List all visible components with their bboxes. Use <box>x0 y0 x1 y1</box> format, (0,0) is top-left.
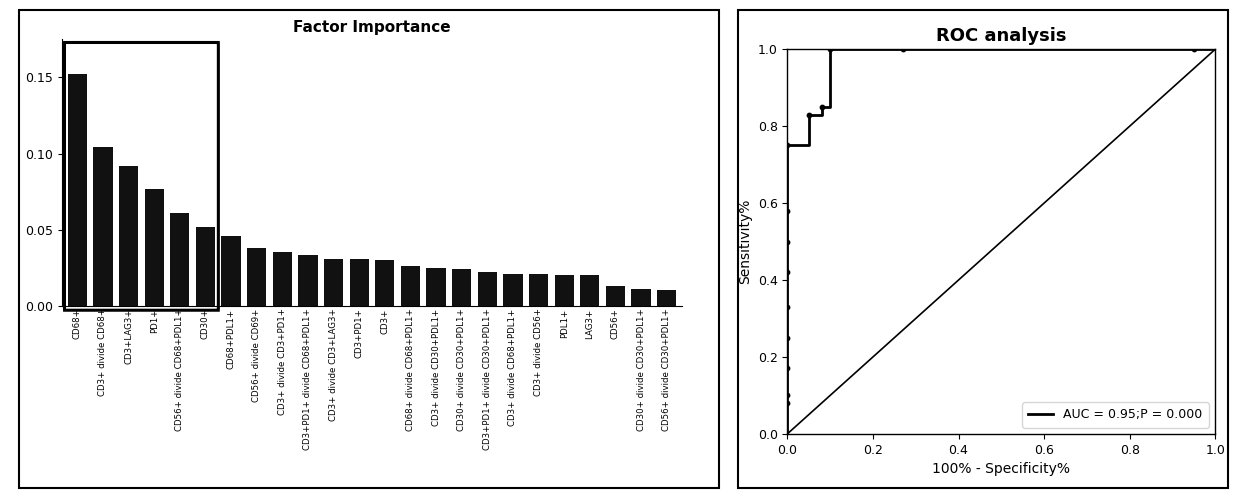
Point <box>777 399 797 407</box>
Bar <box>299 255 317 306</box>
Bar <box>503 274 522 306</box>
Point <box>799 111 818 119</box>
Point <box>777 268 797 276</box>
Bar <box>68 74 87 306</box>
Line: AUC = 0.95;P = 0.000: AUC = 0.95;P = 0.000 <box>787 49 1215 434</box>
AUC = 0.95;P = 0.000 <box>780 304 795 310</box>
Legend: AUC = 0.95;P = 0.000: AUC = 0.95;P = 0.000 <box>1022 402 1209 427</box>
Bar <box>222 236 241 306</box>
Bar <box>93 147 113 306</box>
Bar <box>247 248 267 306</box>
AUC = 0.95;P = 0.000 <box>801 142 816 148</box>
AUC = 0.95;P = 0.000 <box>780 335 795 341</box>
AUC = 0.95;P = 0.000 <box>823 104 838 110</box>
AUC = 0.95;P = 0.000 <box>780 392 795 398</box>
AUC = 0.95;P = 0.000 <box>780 239 795 245</box>
Y-axis label: Sensitivity%: Sensitivity% <box>738 199 753 284</box>
AUC = 0.95;P = 0.000 <box>801 112 816 118</box>
Point <box>777 391 797 399</box>
Point <box>1184 45 1204 53</box>
Bar <box>529 274 548 306</box>
Point <box>812 103 832 111</box>
X-axis label: 100% - Specificity%: 100% - Specificity% <box>932 462 1070 476</box>
Bar <box>324 258 343 306</box>
AUC = 0.95;P = 0.000 <box>895 46 910 52</box>
Point <box>893 45 913 53</box>
Bar <box>606 286 625 306</box>
Bar <box>350 258 368 306</box>
AUC = 0.95;P = 0.000 <box>815 112 830 118</box>
Point <box>777 303 797 311</box>
AUC = 0.95;P = 0.000 <box>780 208 795 214</box>
AUC = 0.95;P = 0.000 <box>823 46 838 52</box>
Bar <box>477 272 497 306</box>
Point <box>821 45 841 53</box>
Point <box>777 207 797 215</box>
Bar <box>631 289 651 306</box>
Bar <box>657 290 676 306</box>
Bar <box>170 213 190 306</box>
Bar <box>554 275 574 306</box>
AUC = 0.95;P = 0.000 <box>780 365 795 371</box>
Title: Factor Importance: Factor Importance <box>293 21 451 35</box>
AUC = 0.95;P = 0.000 <box>780 142 795 148</box>
Point <box>777 141 797 149</box>
AUC = 0.95;P = 0.000 <box>895 46 910 52</box>
Bar <box>196 227 215 306</box>
Point <box>777 238 797 246</box>
Point <box>777 364 797 372</box>
Bar <box>453 269 471 306</box>
Bar <box>580 275 599 306</box>
Bar <box>401 266 420 306</box>
Bar <box>273 252 291 306</box>
Point <box>777 334 797 342</box>
Title: ROC analysis: ROC analysis <box>936 27 1066 45</box>
Bar <box>376 260 394 306</box>
AUC = 0.95;P = 0.000 <box>780 431 795 437</box>
Bar <box>145 188 164 306</box>
AUC = 0.95;P = 0.000 <box>780 400 795 406</box>
Bar <box>119 166 138 306</box>
AUC = 0.95;P = 0.000 <box>780 269 795 275</box>
AUC = 0.95;P = 0.000 <box>815 104 830 110</box>
AUC = 0.95;P = 0.000 <box>1208 46 1223 52</box>
Bar <box>427 268 445 306</box>
